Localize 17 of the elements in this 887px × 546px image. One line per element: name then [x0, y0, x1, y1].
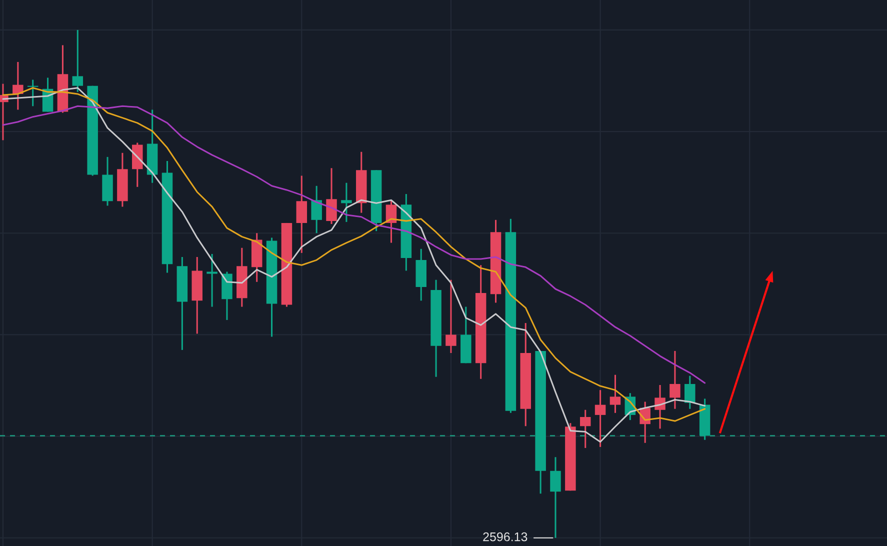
candlestick	[341, 182, 352, 223]
candlestick	[580, 409, 591, 449]
candlestick	[670, 350, 680, 410]
candlestick	[326, 167, 337, 225]
candlestick	[550, 456, 561, 539]
candlestick	[311, 185, 322, 234]
candlestick	[654, 384, 666, 430]
candlestick	[684, 375, 696, 410]
candlestick	[386, 199, 397, 244]
candlestick	[610, 374, 621, 414]
candlestick	[206, 253, 218, 308]
candlestick	[446, 279, 456, 354]
candlestick	[594, 389, 606, 448]
annotation: 2596.13	[483, 532, 528, 542]
candlestick	[27, 78, 38, 107]
candlestick	[296, 174, 308, 254]
candlestick	[72, 29, 84, 93]
